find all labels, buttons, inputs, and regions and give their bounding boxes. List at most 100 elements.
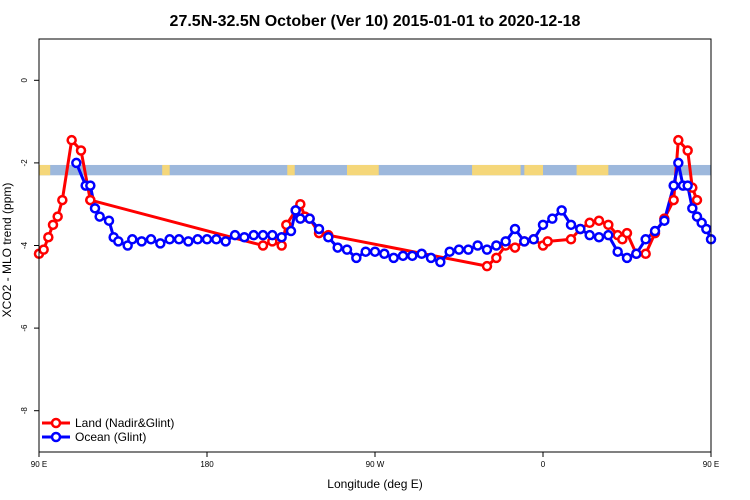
data-point [267,229,278,241]
data-point [593,215,605,226]
data-point [673,157,684,169]
data-point [85,194,96,206]
map-strip-land [287,164,295,176]
data-point [201,234,213,245]
data-point [155,238,166,249]
chart-title: 27.5N-32.5N October (Ver 10) 2015-01-01 … [170,13,581,30]
map-strip-land [472,164,521,176]
data-point [691,194,703,206]
data-point [229,229,241,241]
data-point [183,236,194,247]
x-axis-label: Longitude (deg E) [327,477,422,491]
data-point [575,223,586,235]
data-point [127,234,138,245]
y-tick-label: -4 [20,241,29,249]
data-point [71,157,82,169]
data-point [547,213,558,224]
data-point [43,231,54,243]
data-point [47,219,59,231]
data-point [621,252,633,264]
legend-label: Ocean (Glint) [75,430,146,444]
y-tick-label: -8 [20,407,29,415]
data-point [668,180,679,191]
data-point [52,211,63,222]
y-tick-label: -6 [20,324,29,332]
data-point [257,240,269,251]
data-point [313,223,325,235]
data-point [435,256,446,268]
data-point [640,234,651,245]
series-points [33,134,717,272]
data-point [701,223,712,235]
legend-marker [50,431,62,443]
map-strip-land [576,164,609,176]
data-point [66,134,77,146]
data-point [388,252,399,264]
x-tick-label: 0 [541,460,546,469]
data-point [659,215,670,226]
data-point [491,240,502,251]
data-point [584,229,595,241]
data-point [136,236,147,247]
data-point [341,244,353,255]
data-point [304,213,315,224]
x-tick-label: 90 W [366,460,385,469]
data-point [640,248,651,260]
data-point [145,234,157,245]
data-point [463,244,474,255]
x-axis: 90 E 180 90 W 0 90 E [31,452,719,469]
legend: Land (Nadir&Glint)Ocean (Glint) [42,416,174,444]
data-point [351,252,362,264]
data-point [89,203,101,214]
data-point [687,203,698,214]
legend-marker [50,417,62,429]
data-point [379,248,390,260]
data-point [668,194,679,206]
data-point [556,205,567,216]
data-point [239,231,250,243]
data-point [565,234,577,245]
data-point [621,227,633,239]
map-strip-land [347,164,379,176]
data-point [276,240,287,251]
data-point [528,234,539,245]
data-point [94,211,105,222]
data-point [500,236,511,247]
data-point [276,231,287,243]
data-point [682,145,693,156]
data-point [173,234,185,245]
map-strip-land [524,164,543,176]
data-point [682,180,693,191]
data-point [472,240,483,251]
map-strip-land [39,164,51,176]
data-point [603,229,614,241]
data-point [425,252,437,264]
data-point [453,244,465,255]
data-point [290,205,301,216]
data-point [542,236,553,247]
data-point [323,231,334,243]
data-point [57,194,68,206]
data-point [192,234,203,245]
x-tick-label: 180 [200,460,214,469]
data-point [416,248,427,260]
data-point [649,225,661,237]
data-point [164,234,175,245]
x-tick-label: 90 E [703,460,719,469]
x-tick-label: 90 E [31,460,47,469]
y-tick-label: -2 [20,159,29,167]
y-axis: 0 -2 -4 -6 -8 [20,78,39,415]
data-point [673,134,684,146]
data-point [103,215,115,226]
data-point [295,213,306,224]
map-strip [39,164,711,176]
data-point [211,234,222,245]
data-point [537,219,549,231]
y-axis-label: XCO2 - MLO trend (ppm) [0,183,14,318]
data-point [248,229,259,241]
data-point [565,219,577,231]
data-point [220,236,231,247]
data-point [584,217,595,229]
y-tick-label: 0 [20,78,29,83]
